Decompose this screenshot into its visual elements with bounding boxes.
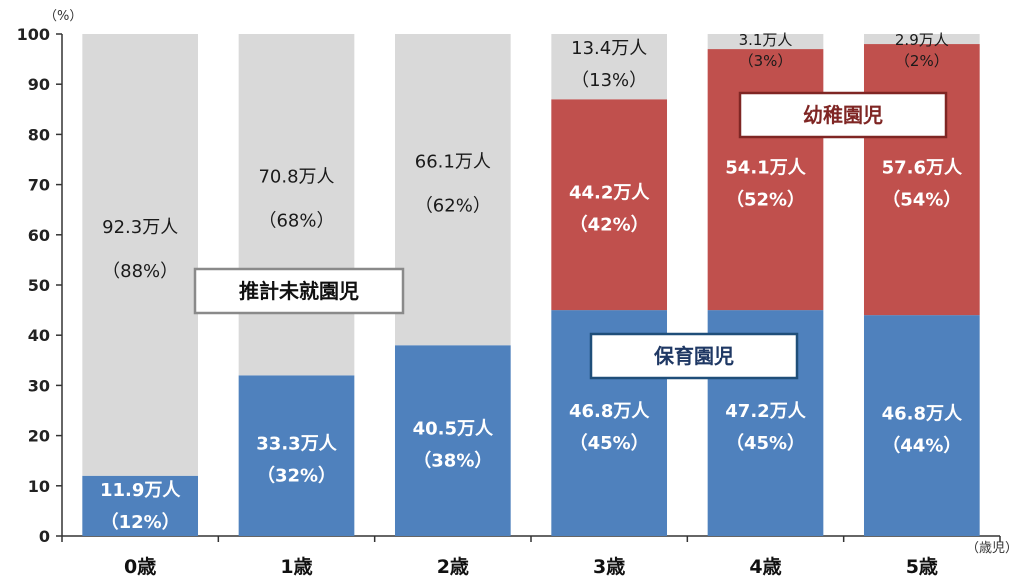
y-unit-label: （%）	[44, 9, 82, 24]
x-tick-label: 2歳	[437, 556, 469, 578]
bar-segment	[238, 375, 355, 536]
data-label-value: 3.1万人	[739, 31, 793, 49]
data-label-value: 57.6万人	[882, 158, 963, 179]
bar-segment	[82, 34, 199, 476]
data-label-percent: （3%）	[739, 52, 793, 70]
data-label-percent: （62%）	[415, 196, 491, 217]
y-tick-label: 70	[28, 176, 50, 195]
bar-segment	[707, 49, 824, 311]
legend-box-youchien: 幼稚園児	[738, 91, 948, 139]
data-label-percent: （13%）	[571, 70, 647, 91]
bar-segment	[238, 34, 355, 376]
data-label-percent: （45%）	[570, 433, 649, 454]
data-label-percent: （38%）	[413, 451, 492, 472]
y-tick-label: 10	[28, 477, 50, 496]
bar-segment	[82, 475, 199, 536]
data-label-percent: （68%）	[258, 211, 334, 232]
data-label-percent: （2%）	[895, 52, 949, 70]
bar-segment	[707, 34, 824, 50]
data-label-percent: （54%）	[882, 190, 961, 211]
bar-segment	[394, 345, 511, 536]
data-label-percent: （42%）	[570, 215, 649, 236]
data-label-value: 54.1万人	[725, 158, 806, 179]
bars	[82, 34, 980, 536]
data-label-value: 70.8万人	[258, 167, 334, 188]
y-tick-label: 80	[28, 125, 50, 144]
axes: 0 10 20 30 40 50 60 70 80 90 100 0歳 1歳 2歳 3歳 4歳 5歳	[17, 25, 1001, 578]
bar-segment	[551, 99, 668, 311]
x-tick-label: 4歳	[749, 556, 781, 578]
data-label-value: 92.3万人	[102, 217, 178, 238]
data-label-percent: （12%）	[101, 512, 180, 533]
legend-text-youchien: 幼稚園児	[803, 103, 883, 127]
y-tick-label: 0	[39, 527, 50, 546]
x-unit-label: （歳児）	[966, 541, 1018, 556]
data-label-percent: （88%）	[102, 261, 178, 282]
y-tick-label: 50	[28, 276, 50, 295]
x-tick-label: 1歳	[280, 556, 312, 578]
data-label-value: 44.2万人	[569, 183, 650, 204]
y-tick-label: 30	[28, 376, 50, 395]
bar-segment	[863, 34, 980, 45]
bar-segment	[863, 44, 980, 316]
y-tick-label: 20	[28, 427, 50, 446]
y-tick-label: 60	[28, 226, 50, 245]
y-tick-label: 40	[28, 326, 50, 345]
legend-text-hoiku: 保育園児	[653, 344, 734, 368]
data-label-value: 46.8万人	[569, 401, 650, 422]
data-label-percent: （32%）	[257, 466, 336, 487]
data-label-value: 66.1万人	[415, 152, 491, 173]
bar-segment	[863, 315, 980, 536]
y-tick-label: 100	[17, 25, 50, 44]
data-label-value: 13.4万人	[571, 38, 647, 59]
legend-text-mishugaku: 推計未就園児	[239, 279, 359, 303]
data-label-value: 46.8万人	[882, 404, 963, 425]
data-label-percent: （52%）	[726, 190, 805, 211]
y-tick-label: 90	[28, 75, 50, 94]
x-tick-label: 5歳	[906, 556, 938, 578]
x-tick-label: 0歳	[124, 556, 156, 578]
data-label-value: 47.2万人	[725, 401, 806, 422]
legend-box-hoiku: 保育園児	[589, 332, 799, 380]
data-label-percent: （45%）	[726, 433, 805, 454]
data-label-value: 40.5万人	[413, 419, 494, 440]
data-labels: 11.9万人 （12%） 92.3万人 （88%） 33.3万人 （32%） 70.8万人 （…	[100, 31, 963, 533]
bar-segment	[394, 34, 511, 346]
x-tick-label: 3歳	[593, 556, 625, 578]
bar-segment	[551, 34, 668, 100]
legend-box-mishugaku: 推計未就園児	[193, 267, 405, 315]
data-label-value: 33.3万人	[256, 434, 337, 455]
data-label-value: 11.9万人	[100, 480, 181, 501]
data-label-percent: （44%）	[882, 436, 961, 457]
data-label-value: 2.9万人	[895, 31, 949, 49]
